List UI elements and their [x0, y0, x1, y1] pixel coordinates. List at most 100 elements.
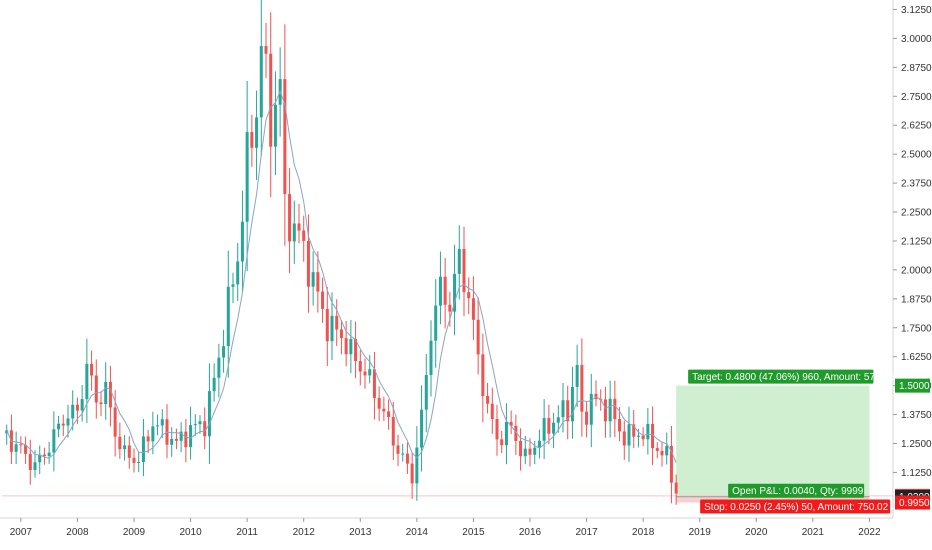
time-tick-label: 2015 [462, 527, 485, 538]
candle-body [387, 411, 391, 417]
candle-body [198, 421, 202, 425]
candle-body [603, 399, 607, 422]
time-tick-label: 2009 [123, 527, 146, 538]
candle-body [288, 194, 292, 242]
candle-body [28, 453, 32, 470]
candle-body [476, 319, 480, 355]
candle-body [203, 421, 207, 437]
candle-body [556, 417, 560, 423]
open-pnl-label-bg [728, 483, 865, 498]
candle-body [24, 445, 28, 454]
candle-body [504, 421, 508, 446]
candle-body [651, 423, 655, 449]
candle-body [405, 453, 409, 464]
candle-body [321, 291, 325, 309]
candle-body [189, 425, 193, 448]
candle-body [193, 424, 197, 426]
candle-body [500, 439, 504, 446]
candle-body [665, 445, 669, 456]
candle-body [429, 340, 433, 376]
candle-body [269, 53, 273, 147]
candle-body [141, 436, 145, 463]
candle-body [434, 305, 438, 341]
candle-body [236, 261, 240, 285]
candle-body [47, 452, 51, 457]
candle-body [570, 386, 574, 422]
candle-body [38, 454, 42, 463]
price-tick-label: 1.7500 [901, 323, 932, 334]
candle-body [80, 399, 84, 411]
target-label: Target: 0.4800 (47.06%) 960, Amount: 579… [692, 372, 895, 383]
candle-body [358, 361, 362, 372]
candle-body [123, 445, 127, 450]
candle-body [519, 440, 523, 457]
candle-body [306, 240, 310, 287]
candle-body [137, 462, 141, 464]
candle-body [646, 423, 650, 440]
candle-body [94, 375, 98, 403]
candle-body [490, 403, 494, 420]
candle-body [61, 423, 65, 426]
price-tick-label: 3.1250 [901, 5, 932, 16]
time-tick-label: 2014 [406, 527, 429, 538]
time-tick-label: 2018 [632, 527, 655, 538]
candle-body [127, 445, 131, 458]
open-pnl-label: Open P&L: 0.0040, Qty: 9999 [732, 486, 864, 497]
candle-body [222, 346, 226, 358]
candles [5, 0, 678, 505]
candle-body [259, 46, 263, 118]
candle-body [368, 369, 372, 376]
candle-body [146, 436, 150, 442]
candle-body [90, 363, 94, 376]
candle-body [589, 393, 593, 425]
candle-body [457, 248, 461, 274]
candle-body [655, 448, 659, 451]
candle-body [273, 104, 277, 147]
candle-body [552, 422, 556, 434]
candle-body [410, 463, 414, 484]
candle-body [330, 315, 334, 342]
candle-body [420, 409, 424, 448]
candle-body [462, 248, 466, 293]
candle-body [674, 482, 678, 494]
candle-body [514, 425, 518, 441]
candle-body [170, 438, 174, 445]
candle-body [66, 418, 70, 426]
time-tick-label: 2013 [349, 527, 372, 538]
price-tick-label: 1.2500 [901, 439, 932, 450]
candle-body [174, 438, 178, 441]
candle-body [448, 304, 452, 312]
candle-body [297, 223, 301, 231]
time-tick-label: 2020 [745, 527, 768, 538]
price-badge-target-bg [895, 378, 930, 393]
candle-body [42, 454, 46, 457]
price-badge-target: 1.5000 [899, 381, 930, 392]
candle-body [5, 430, 9, 434]
candle-body [467, 292, 471, 299]
candle-body [641, 435, 645, 440]
candle-body [533, 447, 537, 455]
candle-body [580, 364, 584, 412]
candle-body [108, 381, 112, 408]
candle-body [19, 444, 23, 446]
candle-body [231, 284, 235, 287]
candle-body [250, 132, 254, 148]
price-tick-label: 1.8750 [901, 294, 932, 305]
candle-body [335, 315, 339, 330]
candle-body [240, 221, 244, 262]
candle-body [495, 419, 499, 440]
price-tick-label: 2.5000 [901, 150, 932, 161]
candle-body [486, 396, 490, 404]
time-tick-label: 2010 [179, 527, 202, 538]
candle-body [264, 46, 268, 54]
candle-body [212, 377, 216, 392]
candle-body [424, 375, 428, 410]
candle-body [481, 354, 485, 397]
candle-body [75, 404, 79, 411]
candle-body [207, 391, 211, 437]
candle-body [33, 462, 37, 470]
time-tick-label: 2019 [689, 527, 712, 538]
candle-body [255, 117, 259, 148]
